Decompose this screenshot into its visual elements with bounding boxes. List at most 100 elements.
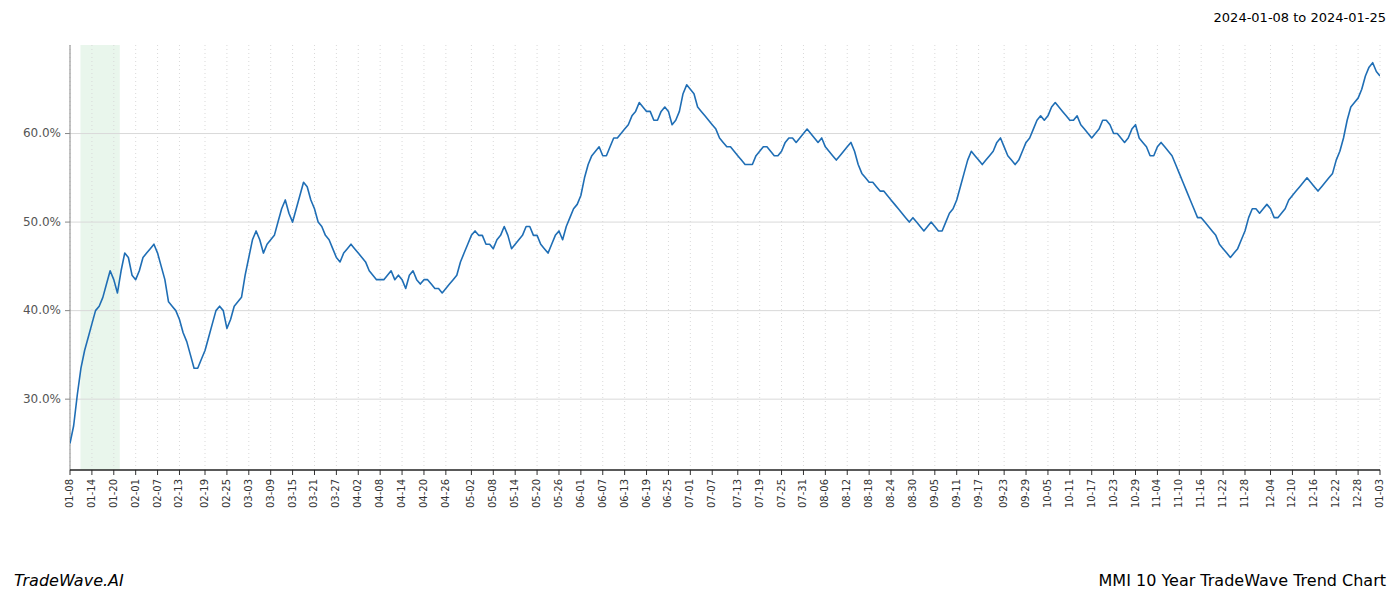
x-tick-label: 07-31 <box>797 479 808 508</box>
x-tick-label: 09-11 <box>951 479 962 508</box>
x-tick-label: 12-04 <box>1265 479 1276 508</box>
x-tick-label: 03-03 <box>243 479 254 508</box>
x-grid-line <box>445 45 446 470</box>
x-tick-label: 01-03 <box>1374 479 1385 508</box>
x-tick-label: 10-17 <box>1086 479 1097 508</box>
y-axis-line <box>70 45 71 470</box>
x-tick-label: 10-29 <box>1130 479 1141 508</box>
x-tick-label: 06-07 <box>597 479 608 508</box>
x-tick-label: 02-13 <box>173 479 184 508</box>
x-tick-label: 12-28 <box>1352 479 1363 508</box>
x-tick-label: 01-14 <box>86 479 97 508</box>
x-tick-label: 03-09 <box>265 479 276 508</box>
x-tick-label: 07-07 <box>706 479 717 508</box>
y-tick-label: 50.0% <box>23 215 61 229</box>
x-tick-label: 04-26 <box>440 479 451 508</box>
x-grid-line <box>1113 45 1114 470</box>
x-tick-label: 04-20 <box>418 479 429 508</box>
x-grid-line <box>781 45 782 470</box>
x-tick-label: 02-01 <box>130 479 141 508</box>
x-grid-line <box>1069 45 1070 470</box>
y-tick <box>65 222 70 223</box>
x-grid-line <box>537 45 538 470</box>
y-tick <box>65 310 70 311</box>
x-grid-line <box>1047 45 1048 470</box>
x-tick-label: 12-16 <box>1308 479 1319 508</box>
chart: 30.0%40.0%50.0%60.0%01-0801-1401-2002-01… <box>0 0 1400 600</box>
x-tick-label: 09-29 <box>1020 479 1031 508</box>
page: {"chart_data": { "type": "line", "title"… <box>0 0 1400 600</box>
x-grid-line <box>1026 45 1027 470</box>
x-tick-label: 01-20 <box>108 479 119 508</box>
x-grid-line <box>402 45 403 470</box>
x-tick-label: 06-01 <box>575 479 586 508</box>
x-tick-label: 08-24 <box>885 479 896 508</box>
x-tick-label: 08-30 <box>907 479 918 508</box>
x-tick-label: 07-13 <box>732 479 743 508</box>
x-grid-line <box>737 45 738 470</box>
x-grid-line <box>580 45 581 470</box>
x-grid-line <box>956 45 957 470</box>
x-tick-label: 05-20 <box>531 479 542 508</box>
x-tick-label: 08-06 <box>819 479 830 508</box>
x-tick-label: 04-02 <box>352 479 363 508</box>
x-tick-label: 12-22 <box>1330 479 1341 508</box>
x-axis-line <box>70 469 1380 471</box>
x-grid-line <box>471 45 472 470</box>
axes: 30.0%40.0%50.0%60.0%01-0801-1401-2002-01… <box>23 45 1385 508</box>
x-tick-label: 09-23 <box>998 479 1009 508</box>
texts: 2024-01-08 to 2024-01-25TradeWave.AIMMI … <box>14 10 1386 590</box>
y-grid-line <box>70 310 1380 311</box>
background-layer <box>80 45 119 470</box>
y-tick <box>65 133 70 134</box>
x-grid-line <box>759 45 760 470</box>
x-grid-line <box>314 45 315 470</box>
y-tick <box>65 399 70 400</box>
x-grid-line <box>157 45 158 470</box>
x-grid-line <box>1314 45 1315 470</box>
x-grid-line <box>493 45 494 470</box>
x-grid-line <box>1157 45 1158 470</box>
data-layer <box>70 63 1380 444</box>
x-grid-line <box>1004 45 1005 470</box>
x-grid-line <box>690 45 691 470</box>
x-tick-label: 04-14 <box>396 479 407 508</box>
x-grid-line <box>1270 45 1271 470</box>
x-tick-label: 02-07 <box>152 479 163 508</box>
x-grid-line <box>1380 45 1381 470</box>
x-grid-line <box>891 45 892 470</box>
x-tick-label: 05-14 <box>509 479 520 508</box>
title: MMI 10 Year TradeWave Trend Chart <box>1099 571 1386 590</box>
x-tick-label: 11-10 <box>1173 479 1184 508</box>
x-grid-line <box>934 45 935 470</box>
x-tick-label: 05-08 <box>487 479 498 508</box>
x-tick-label: 04-08 <box>374 479 385 508</box>
x-grid-line <box>70 45 71 470</box>
trend-line <box>70 63 1380 444</box>
x-tick-label: 07-25 <box>776 479 787 508</box>
x-grid-line <box>205 45 206 470</box>
x-tick-label: 05-26 <box>553 479 564 508</box>
x-tick-label: 05-02 <box>465 479 476 508</box>
x-grid-line <box>869 45 870 470</box>
y-tick-label: 60.0% <box>23 126 61 140</box>
x-tick-label: 08-12 <box>841 479 852 508</box>
x-tick-label: 06-19 <box>641 479 652 508</box>
x-tick-label: 06-13 <box>619 479 630 508</box>
x-grid-line <box>135 45 136 470</box>
x-grid-line <box>1135 45 1136 470</box>
x-tick-label: 11-04 <box>1151 479 1162 508</box>
x-tick-label: 12-10 <box>1286 479 1297 508</box>
x-grid-line <box>803 45 804 470</box>
x-grid-line <box>1358 45 1359 470</box>
x-grid-line <box>558 45 559 470</box>
x-tick-label: 03-21 <box>308 479 319 508</box>
x-tick-label: 01-08 <box>64 479 75 508</box>
x-grid-line <box>113 45 114 470</box>
x-tick-label: 08-18 <box>863 479 874 508</box>
annotation: TradeWave.AI <box>14 571 124 590</box>
x-grid-line <box>423 45 424 470</box>
x-grid-line <box>602 45 603 470</box>
x-grid-line <box>358 45 359 470</box>
x-grid-line <box>668 45 669 470</box>
